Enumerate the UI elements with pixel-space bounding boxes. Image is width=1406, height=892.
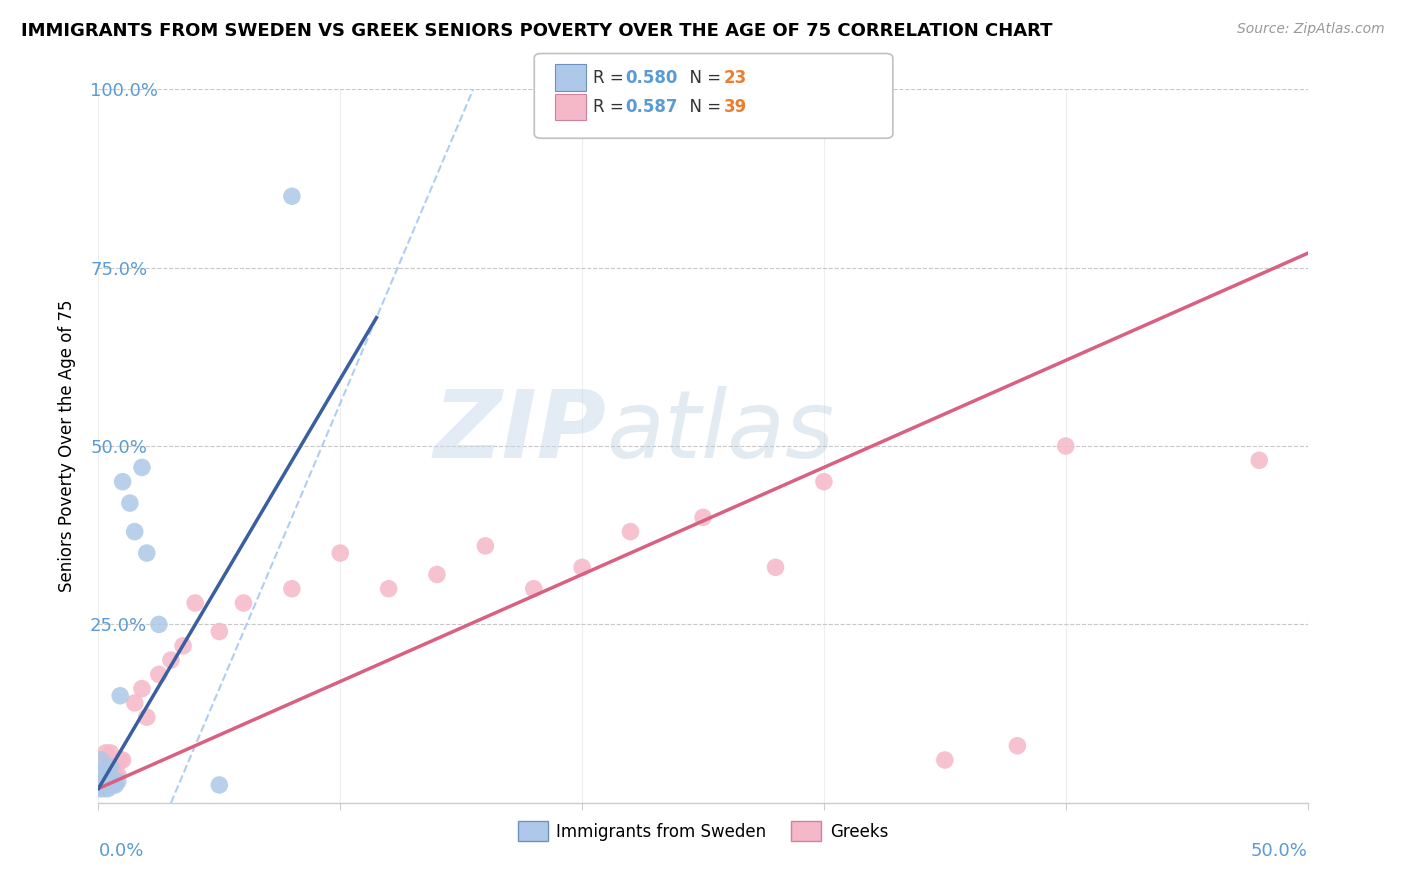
Point	[813, 475, 835, 489]
Point	[90, 753, 112, 767]
Text: 50.0%: 50.0%	[1251, 842, 1308, 860]
Point	[91, 774, 114, 789]
Point	[108, 753, 131, 767]
Point	[94, 767, 117, 781]
Text: N =: N =	[679, 98, 727, 116]
Point	[104, 767, 127, 781]
Point	[111, 753, 134, 767]
Point	[523, 582, 546, 596]
Point	[108, 689, 131, 703]
Point	[131, 681, 153, 696]
Point	[104, 778, 127, 792]
Text: 39: 39	[724, 98, 748, 116]
Text: 0.580: 0.580	[626, 69, 678, 87]
Point	[91, 767, 114, 781]
Point	[90, 781, 112, 796]
Point	[90, 767, 112, 781]
Text: 23: 23	[724, 69, 748, 87]
Point	[934, 753, 956, 767]
Text: N =: N =	[679, 69, 727, 87]
Point	[208, 624, 231, 639]
Text: R =: R =	[593, 98, 630, 116]
Point	[1007, 739, 1029, 753]
Point	[281, 189, 304, 203]
Point	[97, 781, 120, 796]
Text: R =: R =	[593, 69, 630, 87]
Point	[94, 746, 117, 760]
Point	[474, 539, 496, 553]
Text: IMMIGRANTS FROM SWEDEN VS GREEK SENIORS POVERTY OVER THE AGE OF 75 CORRELATION C: IMMIGRANTS FROM SWEDEN VS GREEK SENIORS …	[21, 22, 1053, 40]
Point	[160, 653, 183, 667]
Point	[1249, 453, 1271, 467]
Point	[208, 778, 231, 792]
Text: Source: ZipAtlas.com: Source: ZipAtlas.com	[1237, 22, 1385, 37]
Text: 0.587: 0.587	[626, 98, 678, 116]
Point	[94, 774, 117, 789]
Point	[1054, 439, 1077, 453]
Point	[91, 753, 114, 767]
Point	[101, 767, 124, 781]
Point	[100, 746, 122, 760]
Point	[172, 639, 194, 653]
Text: 0.0%: 0.0%	[98, 842, 143, 860]
Point	[148, 667, 170, 681]
Point	[118, 496, 141, 510]
Point	[571, 560, 593, 574]
Point	[124, 524, 146, 539]
Point	[232, 596, 254, 610]
Point	[124, 696, 146, 710]
Point	[107, 774, 129, 789]
Point	[107, 767, 129, 781]
Point	[135, 546, 157, 560]
Point	[692, 510, 714, 524]
Point	[184, 596, 207, 610]
Text: atlas: atlas	[606, 386, 835, 477]
Point	[100, 760, 122, 774]
Point	[329, 546, 352, 560]
Point	[101, 778, 124, 792]
Point	[91, 781, 114, 796]
Point	[281, 582, 304, 596]
Point	[111, 475, 134, 489]
Point	[94, 781, 117, 796]
Text: ZIP: ZIP	[433, 385, 606, 478]
Point	[426, 567, 449, 582]
Point	[97, 774, 120, 789]
Point	[135, 710, 157, 724]
Point	[90, 767, 112, 781]
Point	[97, 760, 120, 774]
Point	[131, 460, 153, 475]
Y-axis label: Seniors Poverty Over the Age of 75: Seniors Poverty Over the Age of 75	[58, 300, 76, 592]
Point	[148, 617, 170, 632]
Point	[97, 767, 120, 781]
Point	[100, 774, 122, 789]
Legend: Immigrants from Sweden, Greeks: Immigrants from Sweden, Greeks	[512, 814, 894, 848]
Point	[619, 524, 641, 539]
Point	[100, 774, 122, 789]
Point	[765, 560, 787, 574]
Point	[90, 781, 112, 796]
Point	[377, 582, 399, 596]
